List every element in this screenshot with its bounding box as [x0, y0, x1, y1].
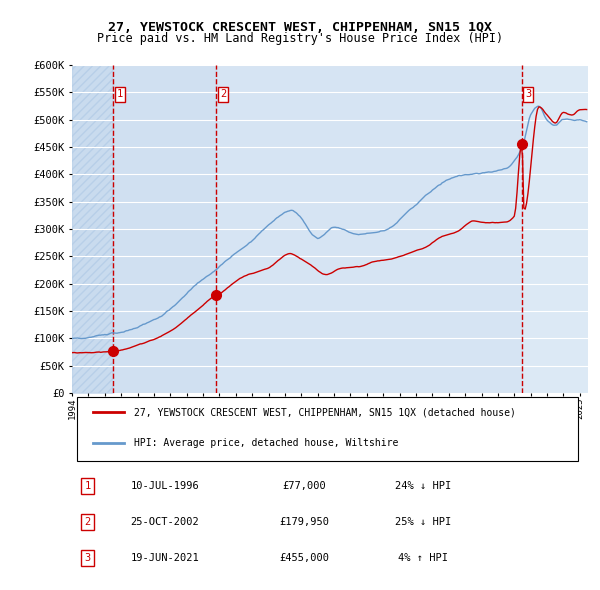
- Text: 3: 3: [525, 90, 532, 100]
- Text: £179,950: £179,950: [279, 517, 329, 527]
- FancyBboxPatch shape: [77, 396, 578, 461]
- Text: 2: 2: [220, 90, 226, 100]
- Text: HPI: Average price, detached house, Wiltshire: HPI: Average price, detached house, Wilt…: [134, 438, 398, 448]
- Text: 27, YEWSTOCK CRESCENT WEST, CHIPPENHAM, SN15 1QX (detached house): 27, YEWSTOCK CRESCENT WEST, CHIPPENHAM, …: [134, 408, 516, 418]
- Text: 3: 3: [85, 553, 91, 563]
- Text: 27, YEWSTOCK CRESCENT WEST, CHIPPENHAM, SN15 1QX: 27, YEWSTOCK CRESCENT WEST, CHIPPENHAM, …: [108, 21, 492, 34]
- Text: 2: 2: [85, 517, 91, 527]
- Text: 10-JUL-1996: 10-JUL-1996: [131, 481, 199, 491]
- Text: 4% ↑ HPI: 4% ↑ HPI: [398, 553, 448, 563]
- Text: 24% ↓ HPI: 24% ↓ HPI: [395, 481, 451, 491]
- Bar: [217, 65, 522, 393]
- Text: 1: 1: [85, 481, 91, 491]
- Text: £77,000: £77,000: [283, 481, 326, 491]
- Text: £455,000: £455,000: [279, 553, 329, 563]
- Text: 25-OCT-2002: 25-OCT-2002: [131, 517, 199, 527]
- Text: 25% ↓ HPI: 25% ↓ HPI: [395, 517, 451, 527]
- Text: 19-JUN-2021: 19-JUN-2021: [131, 553, 199, 563]
- Bar: [113, 65, 217, 393]
- Text: Price paid vs. HM Land Registry's House Price Index (HPI): Price paid vs. HM Land Registry's House …: [97, 32, 503, 45]
- Text: 1: 1: [117, 90, 123, 100]
